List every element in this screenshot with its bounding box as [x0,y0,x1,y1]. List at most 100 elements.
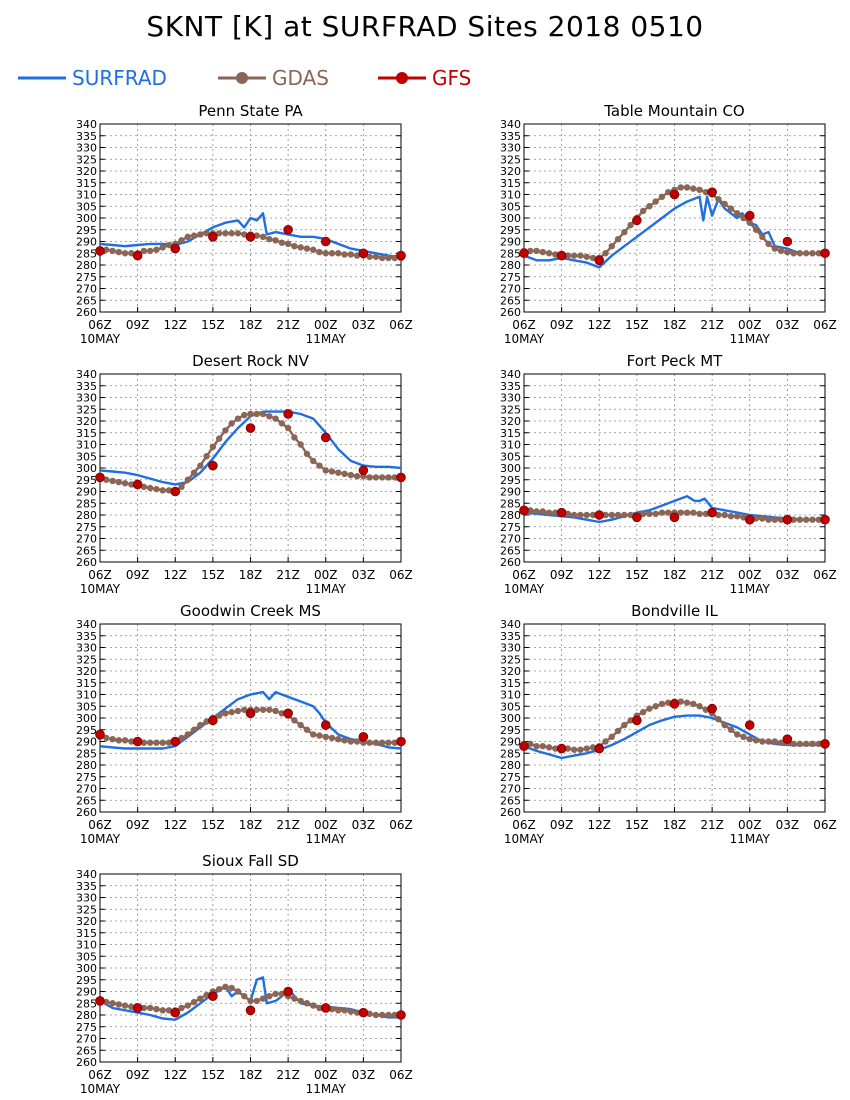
data-point-gfs [707,703,717,714]
data-point-gdas [790,516,797,523]
x-tick-label: 18Z [239,568,263,582]
data-point-gdas [372,474,380,481]
data-point-gdas [602,250,609,257]
data-point-gdas [652,198,659,205]
x-tick-label: 06Z [389,1068,413,1082]
series-gfs [519,699,830,754]
y-tick-label: 320 [76,165,97,178]
y-tick-label: 305 [500,450,521,463]
y-tick-label: 325 [76,403,97,416]
y-tick-label: 310 [500,689,521,702]
chart-bondville-il: Bondville IL2602652702752802852902953003… [500,602,837,846]
y-tick-label: 315 [76,677,97,690]
data-point-gdas [103,734,110,742]
data-point-gdas [570,252,578,259]
data-point-gdas [247,997,254,1005]
data-point-gdas [721,200,728,208]
data-point-gfs [396,250,406,261]
data-point-gfs [556,250,567,261]
y-tick-label: 295 [76,474,97,487]
data-point-gdas [727,512,735,520]
data-point-gdas [146,484,154,492]
series-gfs [95,409,406,497]
y-tick-label: 305 [500,200,521,213]
data-point-gdas [809,250,816,257]
chart-title: Desert Rock NV [192,352,309,370]
x-tick-label: 18Z [239,818,263,832]
data-point-gdas [527,507,534,514]
y-tick-label: 330 [500,392,521,405]
y-tick-label: 335 [500,130,521,143]
data-point-gfs [820,514,830,525]
y-tick-label: 325 [76,653,97,666]
data-point-gdas [222,427,229,434]
y-tick-label: 335 [76,130,97,143]
date-label: 10MAY [80,582,121,596]
data-point-gdas [335,735,342,743]
data-point-gdas [297,721,304,729]
data-point-gdas [259,706,267,713]
data-point-gdas [146,739,154,746]
series-surfrad [99,690,402,750]
y-tick-label: 310 [500,439,521,452]
data-point-gdas [759,738,766,745]
data-point-gdas [347,738,355,745]
data-point-gdas [378,254,386,262]
legend-marker-gdas [236,72,248,84]
data-point-gdas [577,252,584,259]
series-surfrad [523,714,825,760]
data-point-gdas [297,997,304,1005]
data-point-gdas [353,738,361,745]
data-point-gdas [228,708,235,716]
data-point-gdas [683,184,691,191]
data-point-gdas [121,480,129,487]
y-tick-label: 290 [500,736,521,749]
series-gfs [519,505,830,525]
data-point-gdas [385,254,392,262]
date-label: 11MAY [730,582,771,596]
x-tick-label: 06Z [389,818,413,832]
date-label: 11MAY [306,582,347,596]
data-point-gfs [782,514,793,525]
y-tick-label: 325 [500,653,521,666]
data-point-gdas [539,248,547,256]
data-point-gdas [533,247,540,255]
data-point-gdas [272,415,279,422]
y-tick-label: 315 [500,177,521,190]
data-point-gdas [627,717,634,724]
data-point-gdas [140,247,148,255]
data-point-gdas [533,743,540,750]
y-tick-label: 280 [500,759,521,772]
data-point-gdas [121,250,129,257]
data-point-gdas [614,511,622,519]
data-point-gdas [121,1002,129,1009]
data-point-gdas [752,737,760,744]
data-point-gdas [347,1008,355,1015]
x-tick-label: 21Z [276,318,300,332]
data-point-gdas [341,1007,348,1014]
data-point-gdas [545,250,553,257]
x-tick-label: 03Z [352,818,376,832]
data-point-gdas [378,1011,386,1019]
y-tick-label: 305 [76,450,97,463]
data-point-gdas [272,707,279,715]
data-point-gdas [328,250,336,257]
data-point-gfs [208,232,218,242]
x-tick-label: 15Z [625,318,649,332]
data-point-gdas [677,184,684,191]
data-point-gdas [159,1007,166,1014]
y-tick-label: 325 [500,153,521,166]
data-point-gdas [109,247,116,255]
data-point-gdas [215,230,223,237]
data-point-gdas [564,745,572,752]
data-point-gdas [115,248,123,256]
data-point-gdas [228,984,235,992]
y-tick-label: 315 [76,427,97,440]
data-point-gdas [378,739,386,746]
y-tick-label: 320 [500,165,521,178]
data-point-gdas [184,1002,191,1009]
series-gdas [96,230,405,262]
x-tick-label: 06Z [88,318,112,332]
y-tick-label: 265 [500,544,521,557]
data-point-gfs [208,715,218,726]
